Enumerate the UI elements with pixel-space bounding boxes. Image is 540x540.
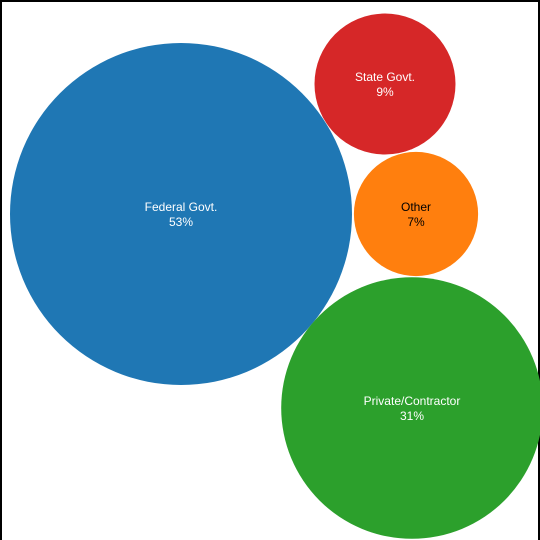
bubble-label-private-contractor: Private/Contractor	[364, 394, 461, 408]
bubble-percent-private-contractor: 31%	[400, 409, 424, 423]
bubble-federal-govt	[10, 43, 352, 385]
bubble-percent-state-govt: 9%	[376, 85, 394, 99]
bubble-label-federal-govt: Federal Govt.	[145, 200, 218, 214]
bubble-state-govt	[314, 13, 456, 155]
bubble-percent-other: 7%	[407, 215, 425, 229]
bubble-label-other: Other	[401, 200, 431, 214]
bubble-group-federal-govt: Federal Govt.53%	[10, 43, 352, 385]
bubble-percent-federal-govt: 53%	[169, 215, 193, 229]
bubble-label-state-govt: State Govt.	[355, 70, 415, 84]
bubble-other	[353, 151, 479, 277]
bubble-group-state-govt: State Govt.9%	[314, 13, 456, 155]
bubble-private-contractor	[281, 277, 540, 539]
